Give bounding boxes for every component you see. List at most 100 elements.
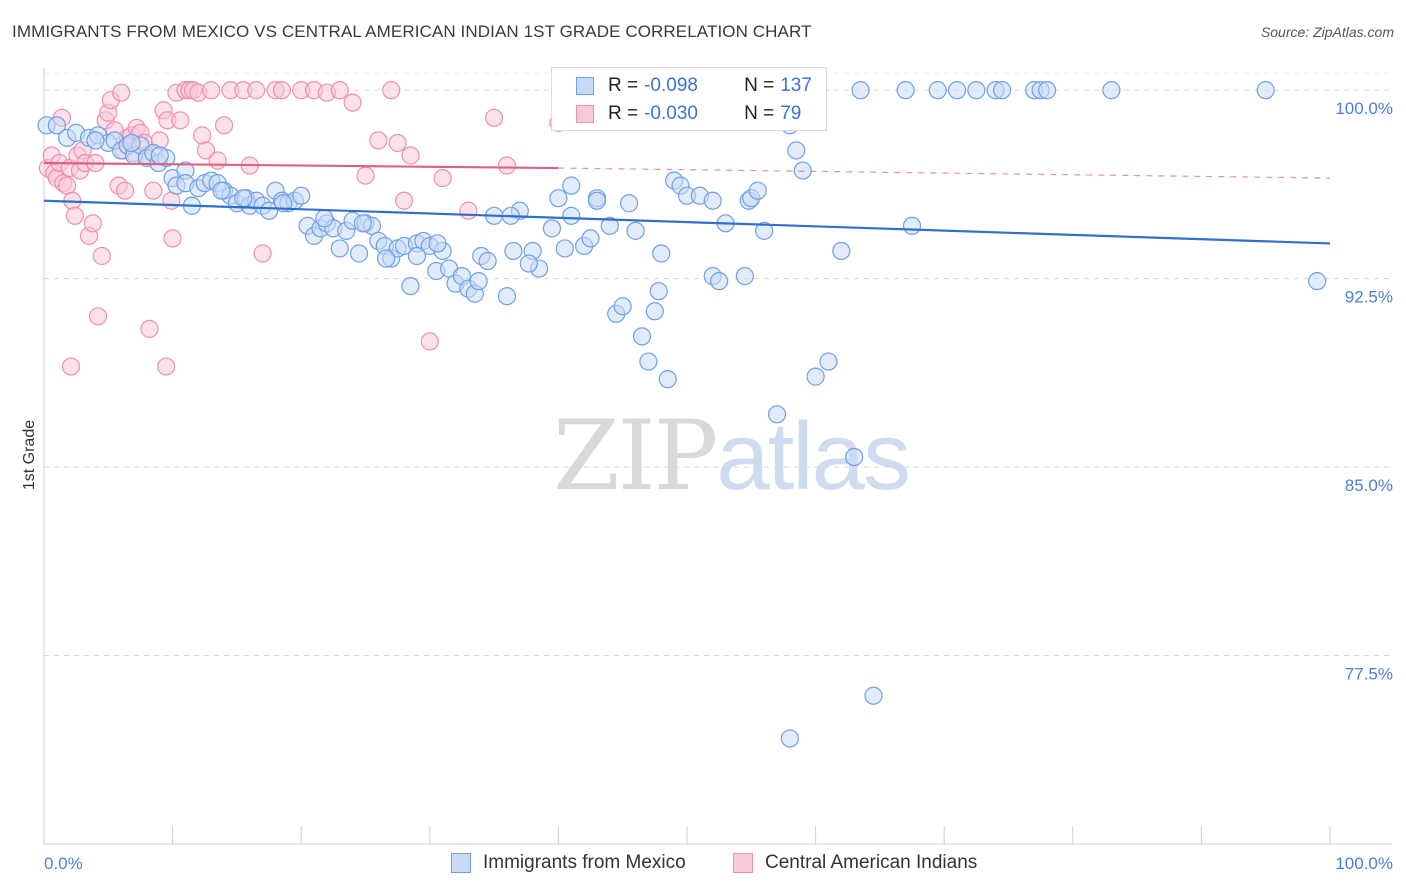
data-point-central-american [196, 141, 216, 160]
data-point-central-american [112, 83, 131, 102]
data-point-mexico [780, 729, 799, 748]
data-point-central-american [83, 214, 102, 233]
data-point-central-american [369, 131, 388, 150]
data-point-central-american [65, 206, 84, 225]
watermark-zip: ZIP [553, 400, 718, 512]
x-tick-label: 100.0% [1335, 854, 1393, 873]
legend-n-value: 137 [780, 75, 812, 96]
data-point-mexico [767, 405, 787, 424]
data-point-mexico [832, 241, 851, 261]
data-point-central-american [144, 181, 163, 200]
legend-r-label: R = [608, 75, 639, 96]
data-point-mexico [1256, 81, 1275, 100]
data-point-central-american [140, 319, 159, 338]
watermark-atlas: atlas [716, 403, 911, 510]
data-point-mexico [549, 189, 568, 208]
data-point-central-american [401, 146, 420, 165]
data-point-central-american [253, 244, 272, 263]
data-point-mexico [645, 302, 664, 321]
data-point-mexico [902, 216, 922, 235]
legend-n-label: N = [744, 75, 775, 96]
data-point-central-american [163, 229, 182, 248]
data-point-mexico [555, 239, 574, 258]
bottom-legend-label-central-american: Central American Indians [765, 852, 978, 873]
data-point-central-american [330, 81, 349, 100]
correlation-legend: R = -0.098 N = 137 R = -0.030 N = 79 [551, 67, 827, 131]
data-point-mexico [212, 181, 231, 200]
data-point-mexico [497, 287, 517, 306]
data-point-mexico [806, 367, 825, 386]
data-point-mexico [658, 370, 677, 389]
data-point-mexico [992, 81, 1012, 100]
data-point-mexico [330, 239, 349, 258]
legend-n-label: N = [744, 103, 775, 124]
data-point-mexico [234, 189, 253, 208]
data-point-mexico [47, 116, 66, 135]
data-point-central-american [356, 166, 375, 185]
trend-line-central-american [43, 161, 559, 170]
data-point-central-american [382, 81, 401, 100]
data-point-mexico [649, 282, 668, 301]
data-point-mexico [755, 221, 774, 240]
data-point-central-american [202, 81, 221, 100]
data-point-central-american [459, 201, 478, 220]
data-point-mexico [845, 447, 864, 467]
data-point-central-american [420, 332, 439, 351]
data-point-mexico [259, 201, 279, 220]
y-tick-label: 85.0% [1345, 476, 1393, 495]
data-point-mexico [787, 141, 806, 160]
data-point-mexico [401, 277, 420, 296]
data-point-mexico [150, 146, 169, 165]
series-immigrants-from-mexico [37, 81, 1327, 748]
data-point-central-american [433, 169, 452, 188]
data-point-mexico [928, 81, 947, 100]
data-point-central-american [92, 246, 111, 266]
data-point-mexico [613, 297, 632, 316]
data-point-mexico [407, 246, 427, 266]
data-point-mexico [562, 206, 581, 225]
data-point-mexico [504, 241, 523, 261]
data-point-central-american [171, 111, 190, 130]
data-point-mexico [851, 81, 870, 100]
data-point-central-american [61, 357, 81, 376]
data-point-mexico [735, 267, 754, 286]
data-point-mexico [652, 244, 671, 263]
data-point-mexico [620, 194, 639, 213]
bottom-legend-mexico: Immigrants from Mexico [451, 852, 686, 874]
trend-lines [43, 161, 1331, 245]
y-tick-label: 92.5% [1345, 288, 1393, 307]
data-point-central-american [343, 93, 362, 112]
bottom-legend-swatch-pink [733, 853, 753, 873]
data-point-mexico [428, 234, 447, 253]
data-point-mexico [600, 216, 619, 235]
legend-swatch-pink [576, 105, 594, 123]
legend-r-value: -0.098 [644, 75, 698, 96]
source-label: Source: ZipAtlas.com [1260, 24, 1394, 40]
legend-row-central-american: R = -0.030 N = 79 [552, 100, 801, 128]
legend-row-mexico: R = -0.098 N = 137 [552, 72, 812, 100]
data-point-central-american [214, 116, 234, 135]
data-point-mexico [122, 133, 141, 153]
data-point-mexico [581, 229, 600, 248]
data-point-mexico [639, 352, 658, 371]
data-point-mexico [626, 221, 645, 240]
legend-n-value: 79 [780, 103, 802, 124]
data-point-mexico [469, 272, 488, 291]
data-point-central-american [388, 133, 407, 153]
data-point-mexico [315, 209, 334, 228]
data-point-central-american [485, 108, 504, 127]
trend-line-mexico [43, 199, 1331, 245]
watermark: ZIPatlas [553, 400, 911, 512]
data-point-central-american [162, 191, 181, 210]
data-point-mexico [86, 131, 105, 150]
x-tick-label: 0.0% [44, 854, 83, 873]
data-point-central-american [157, 357, 176, 376]
data-point-central-american [394, 191, 414, 210]
legend-r-label: R = [608, 103, 639, 124]
data-point-mexico [864, 686, 883, 705]
data-point-mexico [349, 244, 369, 263]
data-point-mexico [376, 249, 396, 268]
data-point-mexico [292, 186, 311, 205]
tick-labels: 100.0% 92.5% 85.0% 77.5% 0.0% 100.0% [44, 99, 1393, 873]
data-point-mexico [1102, 81, 1121, 100]
